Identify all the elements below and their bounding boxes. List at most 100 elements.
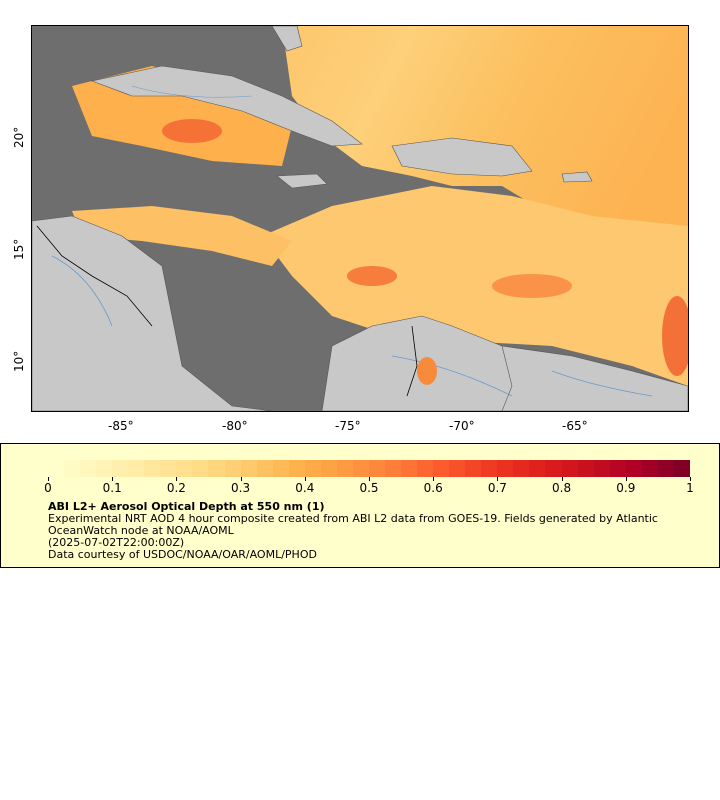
- colorbar-swatch: [64, 460, 81, 477]
- land-cuba: [90, 65, 363, 147]
- x-axis-label: -85°: [108, 419, 134, 433]
- land-florida: [271, 26, 303, 52]
- colorbar-tickmark: [304, 477, 306, 481]
- river: [391, 355, 513, 397]
- colorbar-swatch: [96, 460, 113, 477]
- colorbar-swatch: [144, 460, 161, 477]
- colorbar-swatch: [513, 460, 530, 477]
- colorbar-tickmark: [497, 477, 499, 481]
- colorbar-swatch: [384, 460, 402, 477]
- colorbar-swatch: [657, 460, 674, 477]
- colorbar-tickmark: [625, 477, 627, 481]
- colorbar-tickmark: [369, 477, 370, 481]
- colorbar-swatch: [80, 460, 97, 477]
- colorbar-swatch: [112, 460, 129, 477]
- colorbar-tick-label: 0.7: [487, 481, 507, 495]
- lake-maracaibo: [417, 357, 437, 385]
- river: [551, 370, 653, 397]
- colorbar-swatch: [160, 460, 177, 477]
- x-axis-label: -80°: [222, 419, 248, 433]
- x-axis-label: -70°: [449, 419, 475, 433]
- legend-title: ABI L2+ Aerosol Optical Depth at 550 nm …: [48, 500, 325, 513]
- country-border: [406, 325, 418, 397]
- y-axis-label: 15°: [12, 238, 26, 260]
- colorbar-swatch: [401, 460, 418, 477]
- land-puerto-rico: [561, 171, 593, 183]
- colorbar-swatch: [497, 460, 514, 477]
- colorbar-tickmark: [433, 477, 435, 481]
- colorbar-swatch: [320, 460, 337, 477]
- river: [51, 255, 113, 327]
- legend-description: Experimental NRT AOD 4 hour composite cr…: [48, 512, 658, 537]
- colorbar-swatch: [465, 460, 482, 477]
- colorbar-tickmark: [112, 477, 114, 481]
- aod-hotspot: [347, 266, 397, 286]
- colorbar-swatch: [272, 460, 289, 477]
- colorbar-swatch: [417, 460, 434, 477]
- colorbar-swatch: [545, 460, 562, 477]
- river: [131, 85, 253, 98]
- colorbar-swatch: [433, 460, 450, 477]
- colorbar-swatch: [288, 460, 305, 477]
- colorbar-swatch: [240, 460, 257, 477]
- colorbar-swatch: [192, 460, 209, 477]
- colorbar-tickmark: [48, 477, 49, 481]
- colorbar-swatch: [577, 460, 594, 477]
- colorbar-swatch: [609, 460, 626, 477]
- colorbar-swatch: [208, 460, 225, 477]
- colorbar-tick-label: 0.8: [552, 481, 572, 495]
- aod-hotspot: [492, 274, 572, 298]
- colorbar-tickmark: [561, 477, 563, 481]
- country-border: [36, 225, 153, 327]
- colorbar-tickmark: [240, 477, 242, 481]
- colorbar: [48, 460, 690, 477]
- legend-timestamp: (2025-07-02T22:00:00Z): [48, 536, 185, 549]
- colorbar-swatch: [481, 460, 498, 477]
- colorbar-swatch: [256, 460, 273, 477]
- legend-panel: 0 0.1 0.2 0.3 0.4 0.5 0.6 0.7 0.8 0.9 1 ABI L2+ Ae…: [0, 443, 720, 568]
- x-axis-label: -75°: [335, 419, 361, 433]
- colorbar-swatch: [529, 460, 546, 477]
- colorbar-tick-label: 0.9: [616, 481, 636, 495]
- aod-hotspot: [662, 296, 688, 376]
- y-axis-label: 10°: [12, 350, 26, 372]
- colorbar-swatch: [641, 460, 658, 477]
- colorbar-tick-label: 0.3: [231, 481, 251, 495]
- colorbar-swatch: [625, 460, 642, 477]
- colorbar-tickmark: [690, 477, 691, 481]
- y-axis-label: 20°: [12, 126, 26, 148]
- colorbar-tick-label: 0.2: [166, 481, 186, 495]
- colorbar-swatch: [224, 460, 241, 477]
- colorbar-swatch: [304, 460, 321, 477]
- aerosol-field-east: [262, 186, 688, 386]
- colorbar-tick-label: 0.4: [295, 481, 315, 495]
- colorbar-tick-label: 0.5: [359, 481, 379, 495]
- colorbar-swatch: [352, 460, 369, 477]
- colorbar-swatch: [593, 460, 610, 477]
- aerosol-field-north: [282, 26, 688, 256]
- map-canvas: [32, 26, 688, 411]
- legend-text: ABI L2+ Aerosol Optical Depth at 550 nm …: [48, 501, 688, 561]
- colorbar-swatch: [673, 460, 690, 477]
- colorbar-tick-label: 0: [44, 481, 52, 495]
- colorbar-tick-label: 1: [686, 481, 694, 495]
- legend-credit: Data courtesy of USDOC/NOAA/OAR/AOML/PHO…: [48, 548, 317, 561]
- land-central-america: [32, 215, 273, 411]
- colorbar-swatch: [336, 460, 353, 477]
- land-jamaica: [276, 173, 328, 189]
- colorbar-swatch: [176, 460, 193, 477]
- land-hispaniola: [391, 137, 533, 177]
- aod-hotspot: [162, 119, 222, 143]
- colorbar-swatch: [561, 460, 578, 477]
- colorbar-tick-label: 0.1: [102, 481, 122, 495]
- colorbar-swatch: [449, 460, 466, 477]
- colorbar-swatch: [128, 460, 145, 477]
- colorbar-swatch: [368, 460, 385, 477]
- x-axis-label: -65°: [562, 419, 588, 433]
- country-border: [501, 345, 513, 411]
- colorbar-tickmark: [176, 477, 178, 481]
- colorbar-swatch: [48, 460, 65, 477]
- aod-map[interactable]: [31, 25, 689, 412]
- colorbar-tick-label: 0.6: [423, 481, 443, 495]
- aerosol-field-caribbean: [72, 206, 292, 266]
